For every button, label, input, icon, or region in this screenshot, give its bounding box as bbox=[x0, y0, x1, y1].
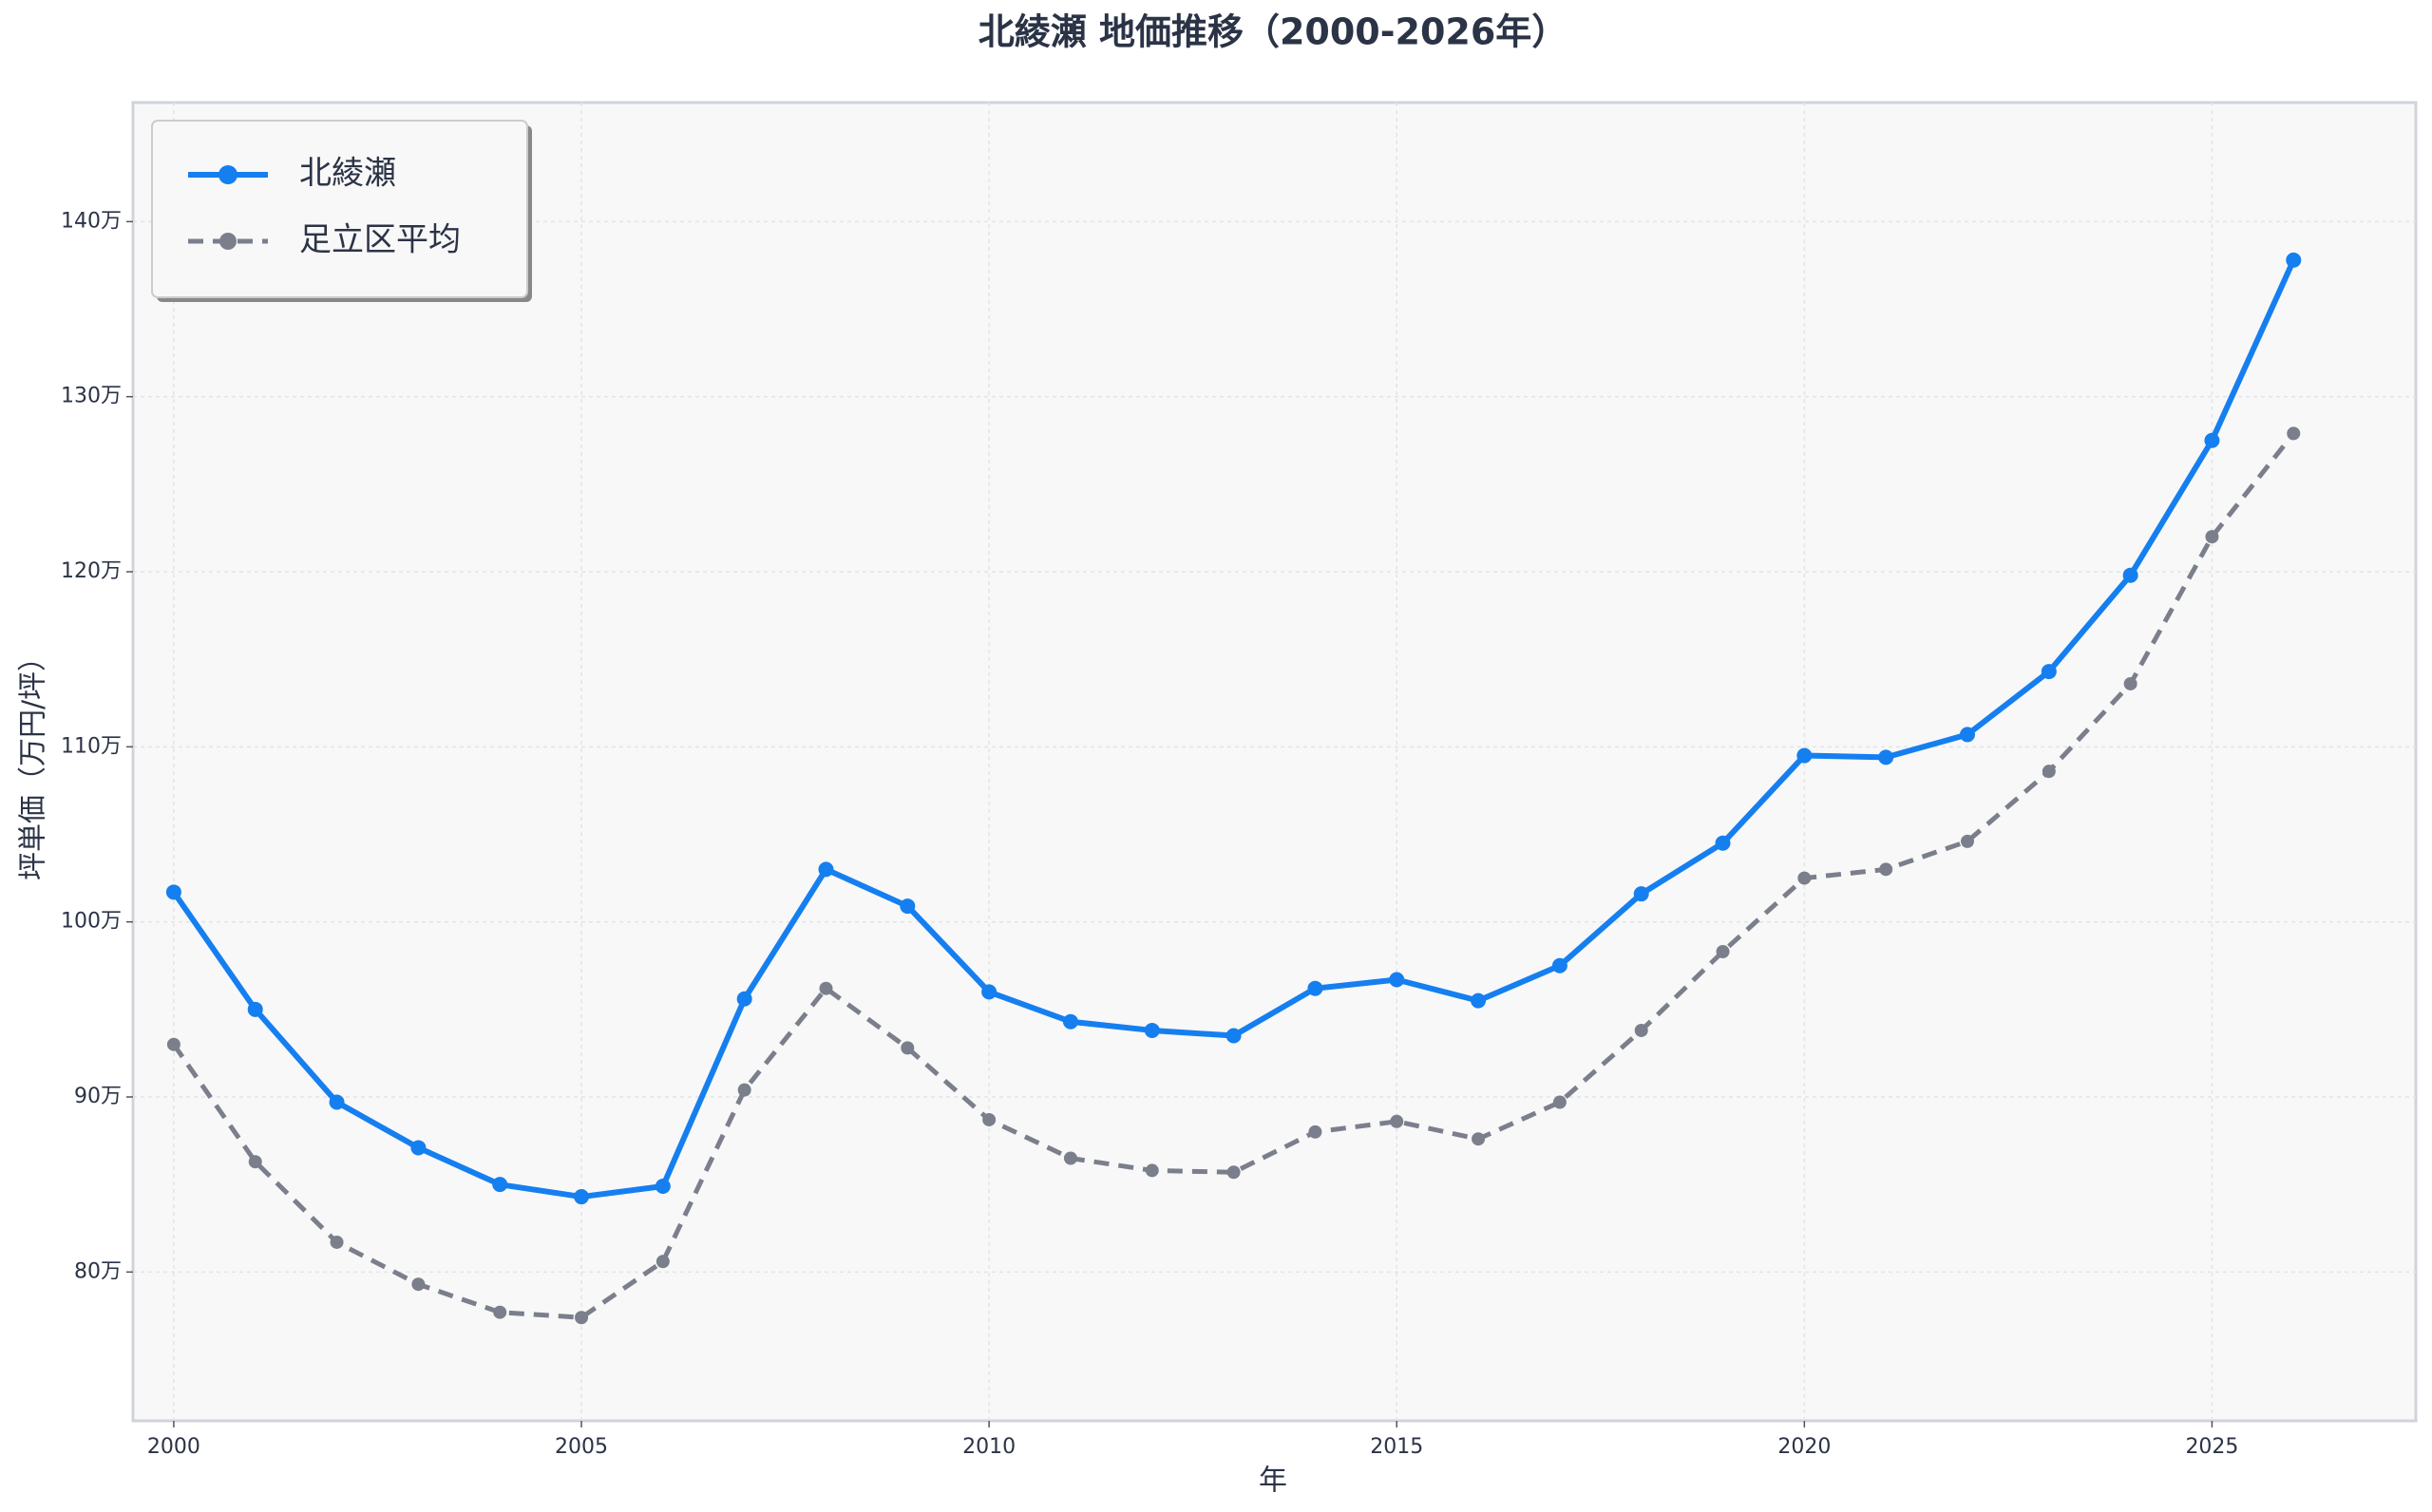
legend-marker bbox=[219, 233, 237, 250]
data-point bbox=[736, 991, 752, 1007]
y-tick-label: 130万 bbox=[61, 385, 122, 408]
data-point bbox=[1796, 747, 1813, 764]
data-point bbox=[2286, 252, 2302, 268]
data-point bbox=[1633, 886, 1649, 902]
chart-title: 北綾瀬 地価推移（2000-2026年） bbox=[978, 11, 1568, 53]
data-point bbox=[1145, 1163, 1159, 1178]
y-tick-label: 100万 bbox=[61, 910, 122, 934]
data-point bbox=[329, 1094, 345, 1110]
data-point bbox=[2287, 426, 2301, 441]
legend-marker bbox=[218, 165, 238, 184]
data-point bbox=[1878, 749, 1894, 765]
data-point bbox=[2041, 664, 2057, 680]
data-point bbox=[1307, 980, 1323, 996]
data-point bbox=[1797, 871, 1812, 885]
data-point bbox=[1144, 1022, 1160, 1038]
x-axis-label: 年 bbox=[1259, 1465, 1287, 1498]
data-point bbox=[1472, 1132, 1486, 1146]
x-tick-label: 2010 bbox=[962, 1435, 1016, 1459]
data-point bbox=[900, 898, 916, 915]
x-tick-label: 2005 bbox=[555, 1435, 608, 1459]
data-point bbox=[1226, 1165, 1241, 1180]
data-point bbox=[981, 984, 998, 1000]
data-point bbox=[166, 1037, 180, 1051]
data-point bbox=[2042, 765, 2056, 779]
y-tick-label: 110万 bbox=[61, 734, 122, 758]
data-point bbox=[1716, 944, 1730, 958]
data-point bbox=[165, 884, 181, 900]
legend-label: 北綾瀬 bbox=[299, 155, 396, 193]
data-point bbox=[248, 1155, 262, 1169]
data-point bbox=[737, 1083, 751, 1097]
data-point bbox=[982, 1112, 997, 1126]
data-point bbox=[574, 1189, 590, 1205]
data-point bbox=[1959, 727, 1975, 743]
x-tick-label: 2025 bbox=[2185, 1435, 2238, 1459]
data-point bbox=[1879, 862, 1893, 877]
data-point bbox=[1715, 835, 1731, 851]
x-tick-label: 2015 bbox=[1370, 1435, 1423, 1459]
data-point bbox=[2205, 530, 2219, 544]
data-point bbox=[1960, 834, 1974, 848]
data-point bbox=[1308, 1125, 1322, 1139]
y-tick-label: 140万 bbox=[61, 209, 122, 233]
data-point bbox=[1634, 1023, 1648, 1037]
x-tick-label: 2020 bbox=[1777, 1435, 1831, 1459]
data-point bbox=[1389, 972, 1405, 988]
y-tick-label: 80万 bbox=[74, 1259, 122, 1283]
data-point bbox=[1471, 992, 1487, 1009]
data-point bbox=[2123, 676, 2138, 690]
data-point bbox=[2122, 567, 2138, 583]
data-point bbox=[1226, 1028, 1242, 1044]
data-point bbox=[1551, 957, 1568, 973]
data-point bbox=[655, 1178, 671, 1194]
data-point bbox=[330, 1235, 344, 1249]
data-point bbox=[1390, 1114, 1404, 1128]
y-tick-label: 120万 bbox=[61, 559, 122, 583]
data-point bbox=[2204, 432, 2220, 448]
data-point bbox=[247, 1001, 263, 1017]
data-point bbox=[656, 1255, 670, 1269]
data-point bbox=[410, 1140, 427, 1156]
data-point bbox=[818, 861, 834, 878]
legend-box bbox=[151, 120, 528, 298]
data-point bbox=[493, 1305, 507, 1319]
data-point bbox=[1063, 1151, 1077, 1165]
data-point bbox=[819, 981, 833, 995]
y-tick-label: 90万 bbox=[74, 1085, 122, 1108]
legend-label: 足立区平均 bbox=[299, 221, 461, 259]
data-point bbox=[1552, 1095, 1567, 1109]
data-point bbox=[901, 1041, 915, 1055]
x-tick-label: 2000 bbox=[147, 1435, 200, 1459]
y-axis-label: 坪単価（万円/坪） bbox=[17, 643, 50, 880]
data-point bbox=[492, 1177, 508, 1193]
plot-area bbox=[131, 101, 2418, 1423]
data-point bbox=[575, 1311, 589, 1325]
data-point bbox=[411, 1277, 426, 1292]
data-point bbox=[1062, 1013, 1078, 1030]
